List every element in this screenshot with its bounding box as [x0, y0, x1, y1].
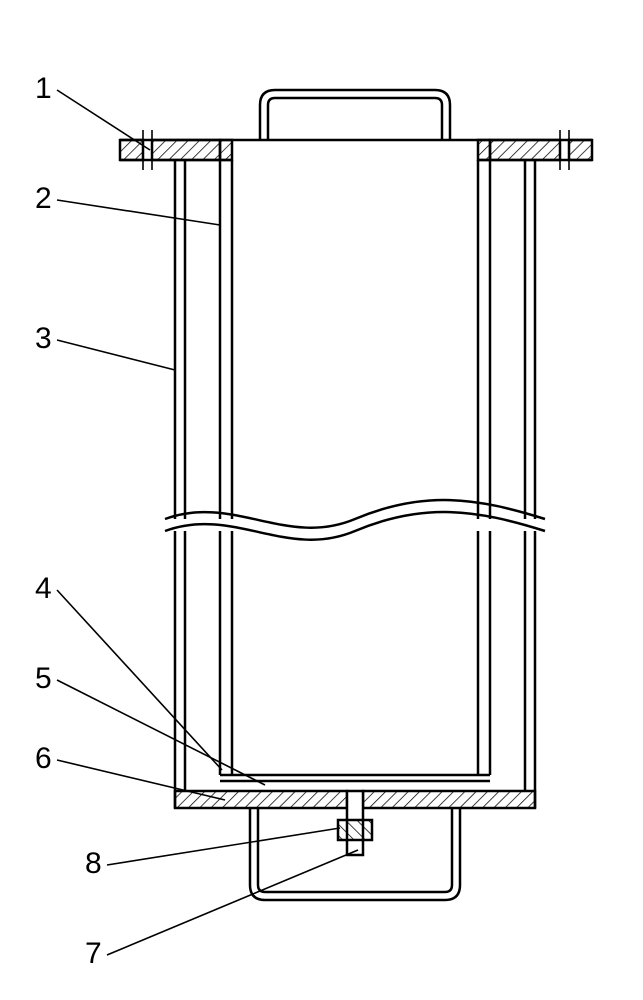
label-8: 8	[85, 847, 102, 880]
label-4: 4	[35, 572, 52, 605]
label-3: 3	[35, 322, 52, 355]
label-6: 6	[35, 742, 52, 775]
technical-drawing: 1 2 3 4 5 6 8 7	[35, 72, 592, 970]
label-1: 1	[35, 72, 52, 105]
label-7: 7	[85, 937, 102, 970]
label-2: 2	[35, 182, 52, 215]
label-5: 5	[35, 662, 52, 695]
